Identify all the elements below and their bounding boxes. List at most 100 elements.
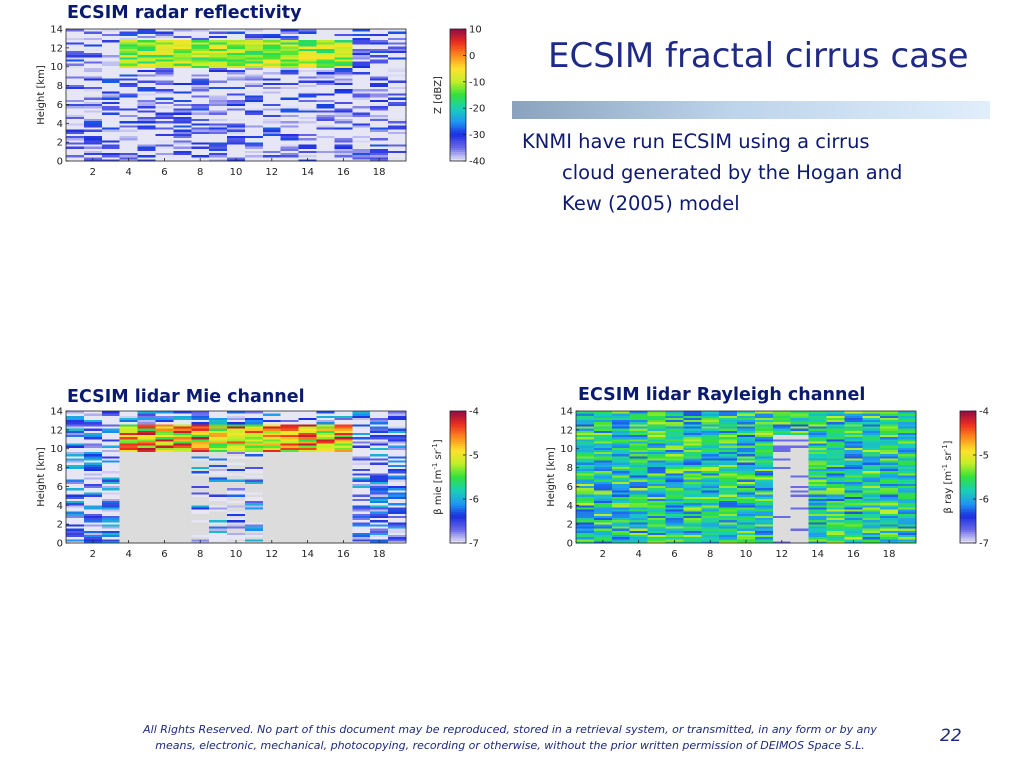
rayleigh-heatmap-cell	[772, 525, 792, 529]
radar-heatmap-cell	[119, 92, 139, 96]
radar-heatmap-cell	[280, 103, 300, 107]
radar-heatmap-cell	[209, 54, 228, 58]
rayleigh-heatmap-cell	[683, 483, 702, 487]
rayleigh-heatmap-cell	[665, 532, 684, 536]
mie-heatmap-cell	[244, 453, 264, 457]
rayleigh-heatmap-cell	[593, 438, 613, 442]
radar-heatmap-cell	[83, 131, 103, 134]
radar-heatmap-cell	[262, 133, 282, 137]
radar-heatmap-cell	[316, 31, 336, 34]
radar-heatmap-cell	[83, 92, 103, 96]
mie-heatmap-cell	[388, 453, 407, 457]
mie-colorbar-segment	[450, 529, 466, 533]
radar-colorbar-segment	[450, 150, 466, 153]
rayleigh-heatmap-cell	[898, 417, 917, 421]
radar-heatmap-cell	[370, 139, 389, 143]
rayleigh-heatmap-cell	[593, 528, 613, 531]
radar-heatmap-cell	[119, 50, 139, 54]
mie-heatmap-cell	[334, 470, 353, 474]
mie-colorbar-tick-label: -4	[469, 407, 479, 418]
radar-heatmap-cell	[101, 95, 121, 98]
radar-heatmap-cell	[119, 33, 139, 36]
mie-heatmap-cell	[244, 459, 264, 463]
mie-heatmap-cell	[244, 481, 264, 484]
radar-heatmap-cell	[209, 88, 228, 92]
radar-heatmap-cell	[173, 41, 192, 45]
rayleigh-heatmap-cell	[790, 440, 810, 444]
radar-heatmap-cell	[191, 137, 210, 141]
radar-heatmap-cell	[83, 112, 103, 115]
rayleigh-heatmap-cell	[754, 447, 774, 450]
radar-heatmap-cell	[119, 77, 139, 81]
mie-heatmap-cell	[209, 457, 228, 461]
mie-heatmap-cell	[388, 485, 407, 489]
radar-heatmap-cell	[388, 135, 407, 139]
mie-heatmap-cell	[155, 432, 174, 436]
radar-heatmap-cell	[66, 137, 85, 141]
rayleigh-heatmap-cell	[593, 504, 613, 508]
rayleigh-heatmap-cell	[772, 432, 792, 436]
radar-heatmap-cell	[370, 84, 389, 88]
mie-heatmap-cell	[334, 430, 353, 433]
mie-heatmap-cell	[262, 445, 282, 448]
mie-heatmap-cell	[334, 411, 353, 414]
mie-heatmap-cell	[191, 530, 210, 533]
mie-heatmap-cell	[388, 411, 407, 414]
mie-heatmap-cell	[137, 468, 157, 472]
mie-heatmap-cell	[155, 466, 174, 470]
radar-heatmap-cell	[388, 137, 407, 141]
radar-heatmap-cell	[83, 41, 103, 45]
mie-heatmap-cell	[370, 440, 389, 444]
radar-heatmap-cell	[280, 33, 300, 36]
mie-heatmap-cell	[370, 423, 389, 427]
mie-heatmap-cell	[83, 483, 103, 487]
mie-heatmap-cell	[334, 468, 353, 472]
rayleigh-heatmap-cell	[844, 468, 863, 472]
mie-heatmap-cell	[191, 479, 210, 482]
radar-heatmap-cell	[388, 54, 407, 58]
radar-heatmap-cell	[316, 150, 336, 154]
mie-heatmap-cell	[155, 502, 174, 506]
radar-heatmap-cell	[298, 31, 318, 34]
mie-heatmap-cell	[280, 428, 300, 431]
mie-heatmap-cell	[370, 532, 389, 536]
mie-heatmap-cell	[101, 455, 121, 459]
radar-heatmap-cell	[209, 29, 228, 32]
radar-heatmap-cell	[316, 154, 336, 158]
radar-heatmap-cell	[352, 118, 371, 122]
radar-heatmap-cell	[101, 46, 121, 49]
rayleigh-heatmap-cell	[593, 523, 613, 527]
mie-heatmap-cell	[388, 474, 407, 478]
rayleigh-heatmap-cell	[719, 474, 738, 478]
rayleigh-heatmap-cell	[898, 442, 917, 446]
mie-colorbar-segment	[450, 455, 466, 458]
radar-heatmap-cell	[262, 58, 282, 62]
mie-heatmap-cell	[101, 440, 121, 444]
radar-heatmap-cell	[370, 95, 389, 98]
radar-heatmap-cell	[316, 141, 336, 145]
rayleigh-heatmap-cell	[683, 536, 702, 540]
radar-heatmap-cell	[191, 90, 210, 94]
mie-heatmap-cell	[137, 502, 157, 506]
radar-heatmap-cell	[370, 77, 389, 81]
mie-heatmap-cell	[280, 506, 300, 510]
rayleigh-heatmap-cell	[576, 428, 595, 431]
mie-heatmap-cell	[370, 528, 389, 531]
rayleigh-colorbar-tick-label: -6	[979, 495, 989, 506]
radar-heatmap-cell	[155, 60, 174, 64]
mie-heatmap-cell	[298, 532, 318, 536]
radar-heatmap-cell	[227, 54, 246, 58]
mie-heatmap-cell	[119, 519, 139, 523]
radar-heatmap-cell	[227, 143, 246, 147]
mie-heatmap-cell	[137, 515, 157, 519]
mie-heatmap-cell	[316, 430, 336, 433]
mie-heatmap-cell	[227, 428, 246, 431]
rayleigh-heatmap-cell	[772, 491, 792, 495]
radar-heatmap-cell	[119, 141, 139, 145]
radar-heatmap-cell	[137, 33, 157, 36]
radar-heatmap-cell	[173, 107, 192, 111]
radar-heatmap-cell	[316, 139, 336, 143]
mie-heatmap-cell	[83, 506, 103, 510]
rayleigh-heatmap-cell	[790, 536, 810, 540]
radar-heatmap-cell	[388, 158, 407, 162]
